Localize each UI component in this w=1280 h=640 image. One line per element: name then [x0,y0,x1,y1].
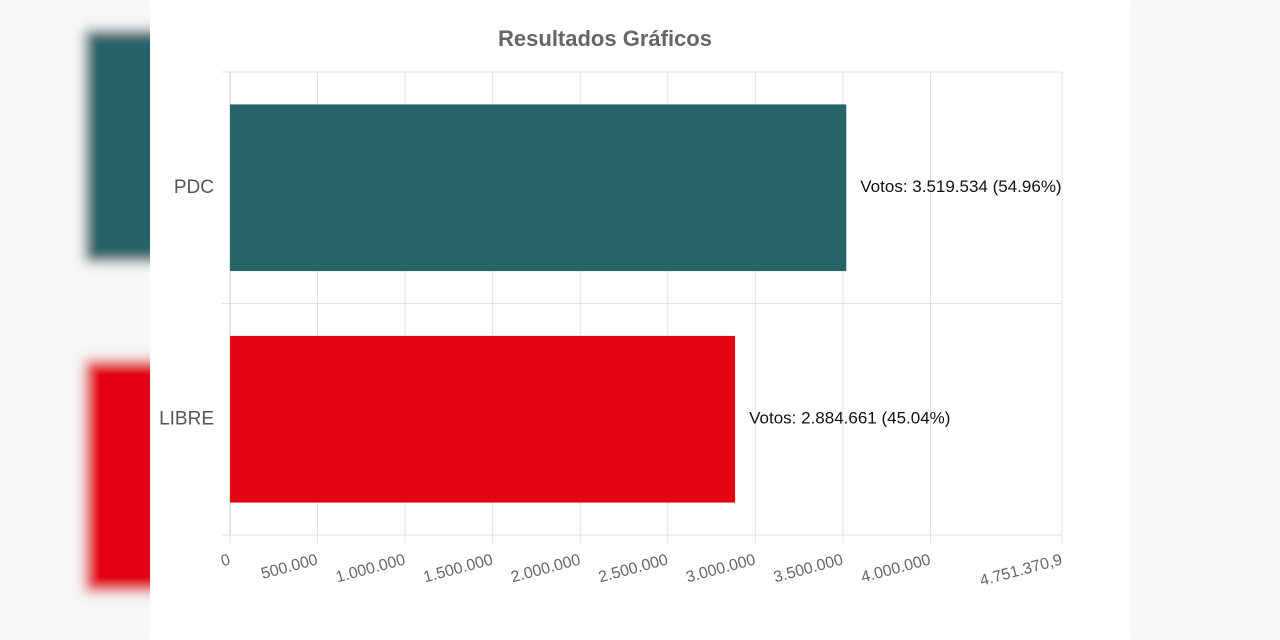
y-tick-label: PDC [174,177,214,198]
chart-title: Resultados Gráficos [498,26,712,51]
chart-panel [150,0,1130,640]
bar [230,335,736,503]
x-tick-label: 0 [219,551,232,570]
y-tick-label: LIBRE [159,408,214,429]
value-label: Votos: 2.884.661 (45.04%) [749,409,950,428]
value-label: Votos: 3.519.534 (54.96%) [860,177,1061,196]
bar [230,104,847,272]
